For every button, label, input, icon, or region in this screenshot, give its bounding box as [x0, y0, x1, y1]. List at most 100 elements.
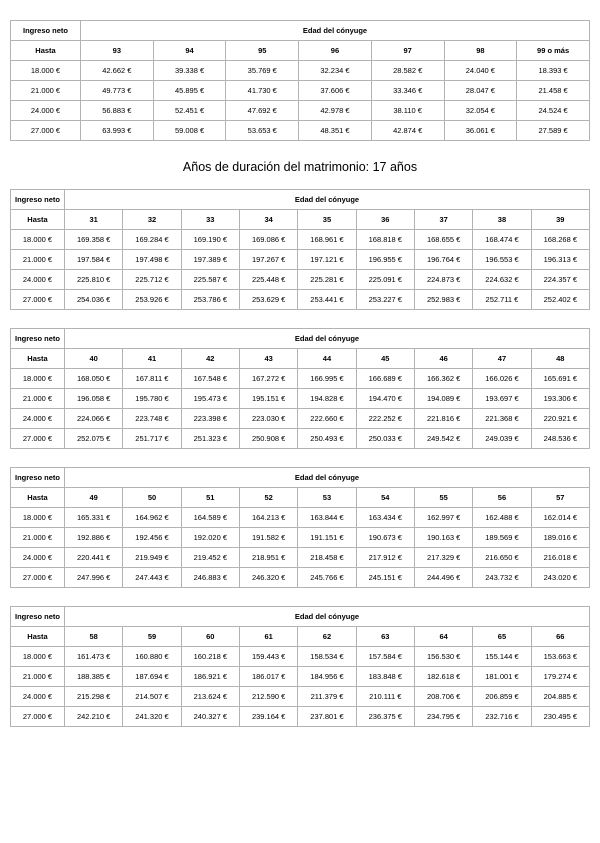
value-cell: 194.089 €: [413, 388, 474, 409]
value-cell: 164.213 €: [238, 507, 299, 528]
value-cell: 45.895 €: [152, 80, 227, 101]
age-column-header: 45: [355, 348, 415, 369]
age-column-header: 31: [63, 209, 124, 230]
age-column-header: 97: [370, 40, 445, 61]
value-cell: 232.716 €: [472, 706, 532, 727]
table-row: 24.000 €220.441 €219.949 €219.452 €218.9…: [10, 547, 591, 568]
value-cell: 160.218 €: [180, 646, 240, 667]
age-column-header: 53: [297, 487, 357, 508]
value-cell: 225.712 €: [122, 269, 182, 290]
table-section-ages-31-39: Ingreso neto Edad del cónyuge Hasta 31 32 33 3…: [10, 189, 591, 310]
age-column-header: 99 o más: [516, 40, 590, 61]
value-cell: 253.629 €: [238, 289, 299, 310]
age-column-header: 98: [443, 40, 518, 61]
table-header-row: Ingreso neto Edad del cónyuge: [10, 189, 590, 210]
value-cell: 59.008 €: [152, 120, 227, 141]
value-cell: 223.748 €: [122, 408, 182, 429]
value-cell: 157.584 €: [355, 646, 415, 667]
value-cell: 197.267 €: [238, 249, 299, 270]
value-cell: 246.320 €: [238, 567, 299, 588]
value-cell: 253.227 €: [355, 289, 415, 310]
value-cell: 220.441 €: [63, 547, 124, 568]
value-cell: 189.569 €: [472, 527, 532, 548]
income-subheader-cell: Hasta: [10, 348, 65, 369]
value-cell: 167.272 €: [238, 368, 299, 389]
value-cell: 183.848 €: [355, 666, 415, 687]
value-cell: 250.493 €: [297, 428, 357, 449]
value-cell: 32.234 €: [298, 60, 372, 81]
value-cell: 182.618 €: [413, 666, 474, 687]
age-column-header: 62: [297, 626, 357, 647]
value-cell: 193.306 €: [530, 388, 591, 409]
age-column-header: 37: [413, 209, 474, 230]
value-cell: 38.110 €: [370, 100, 445, 121]
value-cell: 35.769 €: [225, 60, 300, 81]
income-subheader-cell: Hasta: [10, 487, 65, 508]
value-cell: 211.379 €: [297, 686, 357, 707]
value-cell: 197.121 €: [297, 249, 357, 270]
value-cell: 39.338 €: [152, 60, 227, 81]
value-cell: 196.764 €: [413, 249, 474, 270]
value-cell: 225.091 €: [355, 269, 415, 290]
table-header-row: Ingreso neto Edad del cónyuge: [10, 606, 590, 627]
age-column-header: 42: [180, 348, 240, 369]
income-cell: 27.000 €: [10, 567, 65, 588]
value-cell: 197.389 €: [180, 249, 240, 270]
age-columns-row: Hasta 31 32 33 34 35 36 37 38 39: [10, 209, 591, 230]
value-cell: 251.717 €: [122, 428, 182, 449]
value-cell: 52.451 €: [152, 100, 227, 121]
value-cell: 243.732 €: [472, 567, 532, 588]
value-cell: 240.327 €: [180, 706, 240, 727]
age-columns-row: Hasta 93 94 95 96 97 98 99 o más: [10, 40, 590, 61]
value-cell: 49.773 €: [80, 80, 154, 101]
value-cell: 21.458 €: [516, 80, 590, 101]
income-cell: 24.000 €: [10, 547, 65, 568]
value-cell: 166.995 €: [297, 368, 357, 389]
table-row: 21.000 €196.058 €195.780 €195.473 €195.1…: [10, 388, 591, 409]
value-cell: 192.886 €: [63, 527, 124, 548]
value-cell: 245.151 €: [355, 567, 415, 588]
value-cell: 241.320 €: [122, 706, 182, 727]
value-cell: 163.434 €: [355, 507, 415, 528]
value-cell: 253.441 €: [297, 289, 357, 310]
income-cell: 21.000 €: [10, 527, 65, 548]
value-cell: 169.284 €: [122, 229, 182, 250]
age-column-header: 41: [122, 348, 182, 369]
income-cell: 21.000 €: [10, 388, 65, 409]
value-cell: 164.589 €: [180, 507, 240, 528]
table-row: 18.000 €42.662 €39.338 €35.769 €32.234 €…: [10, 60, 590, 81]
marriage-duration-heading: Años de duración del matrimonio: 17 años: [182, 160, 418, 174]
age-column-header: 64: [413, 626, 474, 647]
value-cell: 208.706 €: [413, 686, 474, 707]
value-cell: 220.921 €: [530, 408, 591, 429]
table-header-row: Ingreso neto Edad del cónyuge: [10, 20, 590, 41]
table-row: 24.000 €224.066 €223.748 €223.398 €223.0…: [10, 408, 591, 429]
value-cell: 163.844 €: [297, 507, 357, 528]
value-cell: 28.047 €: [443, 80, 518, 101]
value-cell: 254.036 €: [63, 289, 124, 310]
value-cell: 169.086 €: [238, 229, 299, 250]
value-cell: 216.650 €: [472, 547, 532, 568]
age-column-header: 34: [238, 209, 299, 230]
value-cell: 252.983 €: [413, 289, 474, 310]
income-cell: 27.000 €: [10, 428, 65, 449]
table-section-ages-40-48: Ingreso neto Edad del cónyuge Hasta 40 41 42 4…: [10, 328, 591, 449]
table-row: 21.000 €192.886 €192.456 €192.020 €191.5…: [10, 527, 591, 548]
age-column-header: 95: [225, 40, 300, 61]
age-column-header: 39: [530, 209, 591, 230]
value-cell: 164.962 €: [122, 507, 182, 528]
table-row: 24.000 €225.810 €225.712 €225.587 €225.4…: [10, 269, 591, 290]
table-header-row: Ingreso neto Edad del cónyuge: [10, 328, 590, 349]
age-column-header: 58: [63, 626, 124, 647]
table-header-row: Ingreso neto Edad del cónyuge: [10, 467, 590, 488]
value-cell: 206.859 €: [472, 686, 532, 707]
value-cell: 250.908 €: [238, 428, 299, 449]
table-row: 18.000 €161.473 €160.880 €160.218 €159.4…: [10, 646, 591, 667]
value-cell: 48.351 €: [298, 120, 372, 141]
value-cell: 210.111 €: [355, 686, 415, 707]
value-cell: 216.018 €: [530, 547, 591, 568]
age-column-header: 49: [63, 487, 124, 508]
value-cell: 221.368 €: [472, 408, 532, 429]
value-cell: 194.470 €: [355, 388, 415, 409]
value-cell: 195.780 €: [122, 388, 182, 409]
